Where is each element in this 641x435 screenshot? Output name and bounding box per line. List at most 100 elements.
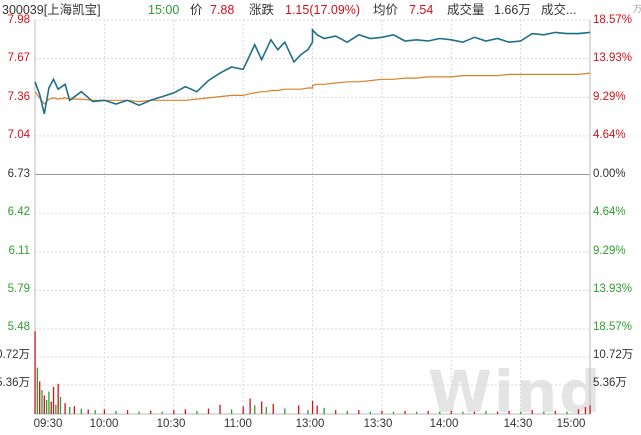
price-tick-left: 7.04	[7, 129, 30, 141]
time-tick: 10:00	[89, 418, 119, 430]
volume-bar	[50, 401, 52, 414]
volume-bar	[150, 410, 152, 414]
quote-header: 300039[上海凯宝] 15:00 价 7.88 涨跌 1.15(17.09%…	[0, 0, 641, 20]
volume-label: 成交量	[447, 3, 485, 17]
volume-bar	[230, 409, 233, 414]
time-tick: 13:30	[363, 418, 393, 430]
volume-bar	[381, 410, 383, 414]
price-tick-left: 5.48	[7, 321, 30, 333]
volume-bar	[36, 367, 39, 414]
price-tick-left: 7.98	[7, 14, 30, 26]
volume-bar	[254, 405, 256, 414]
volume-bar	[73, 406, 76, 414]
volume-bar	[115, 410, 117, 414]
volume-bar	[554, 410, 557, 414]
volume-bar	[358, 410, 360, 414]
volume-bar	[566, 411, 568, 414]
volume-bar	[80, 408, 82, 414]
time-tick: 09:30	[33, 418, 63, 430]
volume-bar	[311, 400, 314, 414]
chart-grid	[34, 19, 591, 415]
volume-bar	[346, 410, 348, 414]
pct-tick-right: 9.29%	[593, 245, 626, 257]
volume-bar	[496, 411, 499, 414]
volume-tick-left: 5.36万	[0, 377, 30, 389]
volume-bar	[473, 411, 476, 414]
price-tick-left: 5.79	[7, 283, 30, 295]
volume-bar	[184, 409, 187, 414]
pct-tick-right: 18.57%	[593, 321, 633, 333]
volume-tick-right: 5.36万	[593, 377, 627, 389]
volume-bar	[404, 410, 406, 414]
volume-bar	[335, 410, 337, 414]
volume-bar	[485, 410, 487, 414]
pct-tick-right: 4.64%	[593, 129, 626, 141]
volume-bar	[59, 396, 62, 414]
volume-bar	[392, 411, 395, 414]
volume-bar	[43, 395, 45, 414]
volume-tick-right: 10.72万	[593, 349, 634, 361]
volume-bar	[173, 410, 175, 414]
volume-bar	[103, 409, 106, 414]
volume-bars	[34, 331, 591, 414]
volume-bar	[261, 401, 263, 414]
volume-bar	[87, 409, 89, 414]
volume-bar	[41, 389, 43, 414]
volume-bar	[577, 409, 580, 414]
volume-bar	[69, 407, 71, 414]
price-tick-left: 7.36	[7, 91, 30, 103]
time-tick: 10:30	[156, 418, 186, 430]
price-tick-left: 6.73	[7, 168, 30, 180]
pct-tick-right: 13.93%	[593, 283, 633, 295]
price-tick-left: 6.42	[7, 206, 30, 218]
price-value: 7.88	[210, 3, 235, 17]
quote-time: 15:00	[148, 3, 180, 17]
volume-bar	[531, 410, 533, 414]
volume-value: 1.66万	[494, 3, 531, 17]
volume-bar	[64, 403, 66, 414]
volume-bar	[589, 405, 591, 414]
volume-bar	[520, 411, 522, 414]
volume-bar	[126, 410, 129, 414]
wind-watermark-logo: Wind	[428, 358, 603, 426]
pct-tick-right: 18.57%	[593, 14, 633, 26]
volume-bar	[161, 411, 163, 414]
corner-unit-glyph: 万	[633, 4, 641, 14]
change-value: 1.15(17.09%)	[285, 3, 361, 17]
pct-tick-right: 9.29%	[593, 91, 626, 103]
volume-bar	[450, 410, 452, 414]
volume-bar	[415, 411, 418, 414]
price-tick-left: 7.67	[7, 52, 30, 64]
volume-bar	[462, 411, 464, 414]
price-label: 价	[190, 3, 203, 17]
time-tick: 15:00	[556, 418, 586, 430]
price-tick-left: 6.11	[8, 245, 30, 257]
avg-price-label: 均价	[373, 3, 399, 17]
volume-bar	[34, 331, 36, 414]
time-tick: 14:00	[429, 418, 459, 430]
volume-bar	[543, 411, 545, 414]
price-line	[34, 27, 591, 115]
volume-bar	[298, 405, 300, 414]
volume-bar	[138, 411, 140, 414]
volume-bar	[39, 381, 41, 414]
volume-bar	[265, 407, 267, 414]
volume-tick-left: 10.72万	[0, 349, 30, 361]
volume-bar	[48, 391, 50, 414]
volume-bar	[272, 403, 274, 414]
amount-label: 成交...	[541, 3, 577, 17]
stock-code-name: 300039[上海凯宝]	[2, 3, 101, 17]
volume-bar	[242, 406, 244, 414]
volume-bar	[323, 407, 325, 414]
time-tick: 14:30	[503, 418, 533, 430]
volume-bar	[508, 410, 510, 414]
volume-bar	[307, 410, 309, 414]
avg-price-value: 7.54	[409, 3, 434, 17]
volume-bar	[427, 410, 429, 414]
volume-bar	[45, 400, 48, 414]
volume-bar	[52, 386, 55, 414]
volume-bar	[57, 383, 59, 414]
volume-bar	[249, 398, 251, 414]
volume-bar	[219, 404, 221, 414]
